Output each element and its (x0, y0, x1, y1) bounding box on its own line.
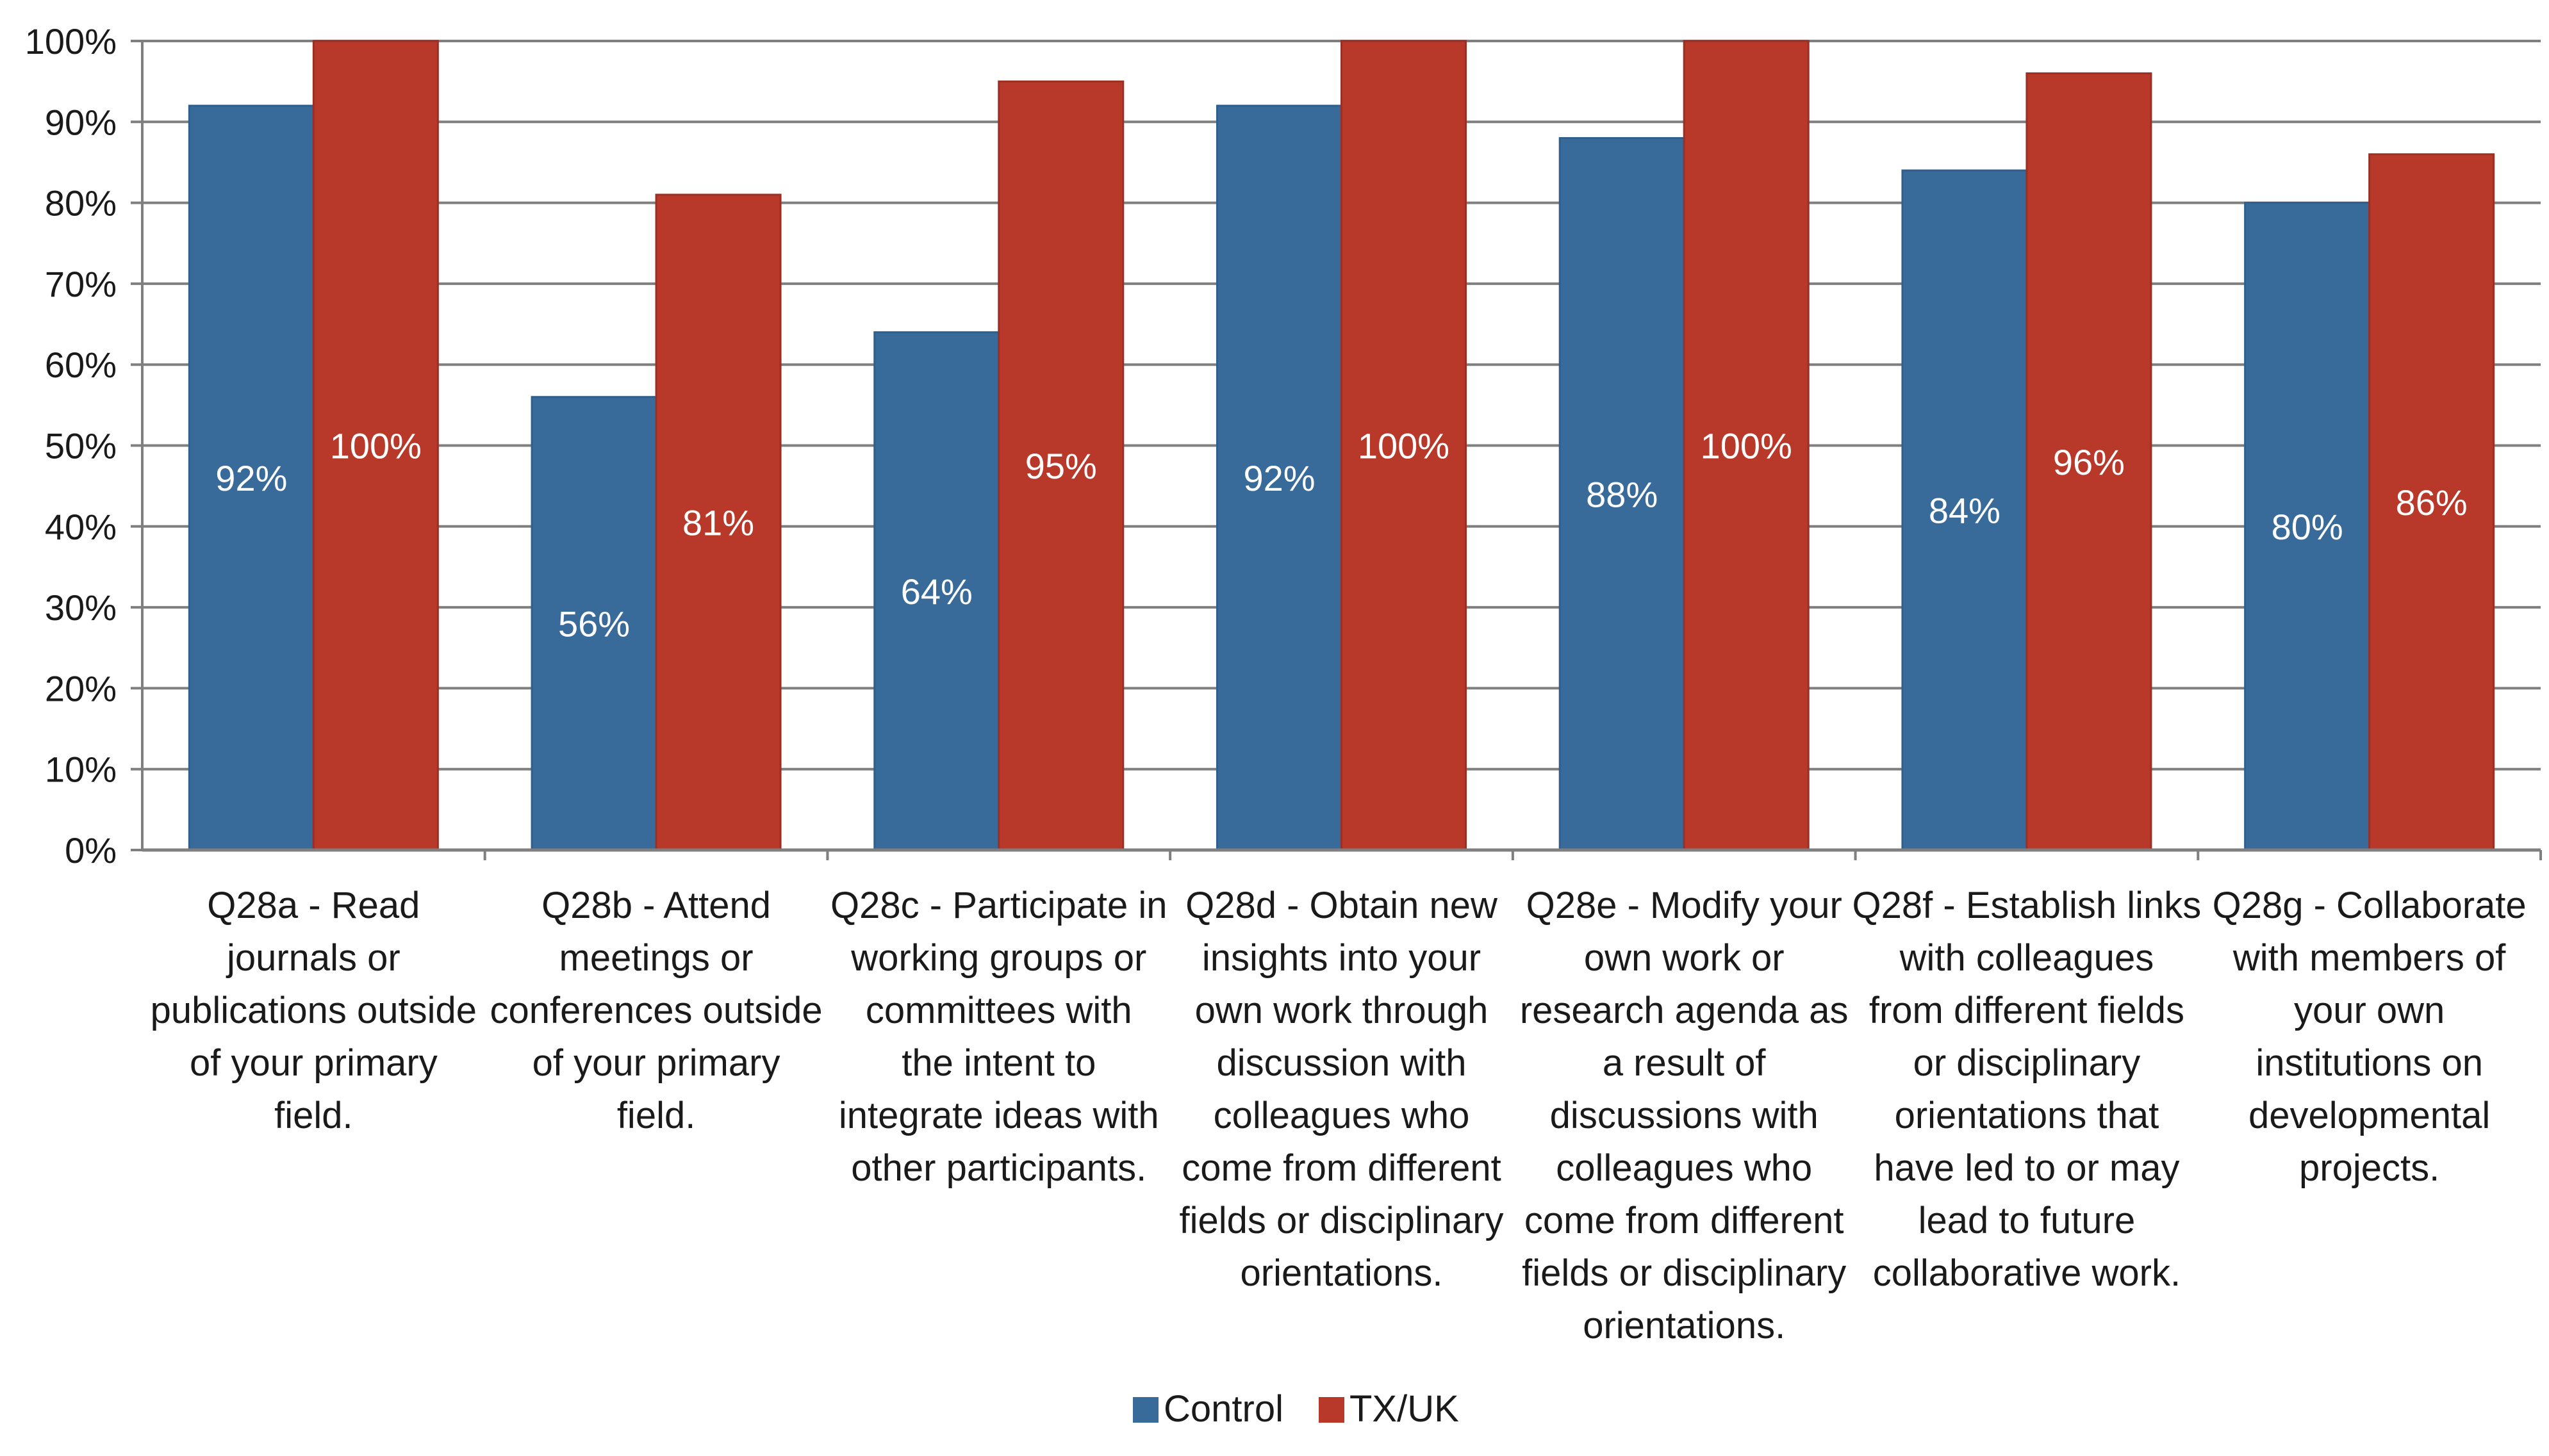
bar-tx-uk (1340, 40, 1467, 851)
bar-control (2244, 202, 2371, 851)
data-labels: 92% 100% 56% 81% 64% 95% 92% 100% 88% 100% 84% 96% 8… (215, 426, 2467, 644)
y-tick-label: 50% (45, 426, 117, 466)
category-label: a result of (1603, 1042, 1767, 1084)
legend: Control TX/UK (1133, 1388, 1459, 1430)
category-label: field. (274, 1095, 353, 1136)
bars (188, 40, 2495, 851)
bar-tx-uk (2025, 72, 2152, 851)
y-tick-label: 10% (45, 749, 117, 790)
category-label: Q28f - Establish links (1852, 885, 2202, 926)
category-label: integrate ideas with (839, 1095, 1159, 1136)
category-label: conferences outside (490, 990, 823, 1031)
data-label: 56% (558, 603, 630, 644)
category-label: own work through (1195, 990, 1489, 1031)
category-label: have led to or may (1874, 1147, 2179, 1189)
category-label: meetings or (559, 937, 754, 979)
category-label: with colleagues (1899, 937, 2154, 979)
data-label: 92% (1243, 458, 1315, 498)
data-label: 100% (330, 426, 422, 466)
data-label: 100% (1358, 426, 1449, 466)
data-label: 81% (682, 502, 754, 543)
category-label: come from different (1182, 1147, 1501, 1189)
y-tick-label: 60% (45, 345, 117, 385)
y-tick-label: 0% (65, 830, 117, 871)
bar-control (873, 331, 1000, 851)
data-label: 84% (1929, 491, 2000, 531)
category-label: or disciplinary (1913, 1042, 2141, 1084)
category-label: projects. (2299, 1147, 2439, 1189)
category-label: research agenda as (1520, 990, 1849, 1031)
y-tick-label: 100% (25, 21, 117, 61)
y-tick-label: 20% (45, 668, 117, 708)
category-label: developmental (2248, 1095, 2490, 1136)
category-label: discussion with (1216, 1042, 1466, 1084)
bar-tx-uk (2368, 153, 2495, 851)
category-label: orientations. (1583, 1305, 1785, 1346)
bar-tx-uk (998, 80, 1125, 851)
category-label: colleagues who (1214, 1095, 1470, 1136)
category-label: the intent to (902, 1042, 1096, 1084)
category-label: publications outside (151, 990, 477, 1031)
category-label: collaborative work. (1873, 1252, 2181, 1294)
y-tick-label: 30% (45, 587, 117, 628)
category-label: own work or (1584, 937, 1785, 979)
bar-tx-uk (1683, 40, 1810, 851)
category-label: of your primary (532, 1042, 780, 1084)
legend-swatch (1319, 1397, 1344, 1423)
axes: 0% 10% 20% 30% 40% 50% 60% 70% 80% 90% 100% Q28a - … (25, 21, 2542, 1346)
bar-tx-uk (312, 40, 439, 851)
category-label: fields or disciplinary (1522, 1252, 1846, 1294)
legend-label: TX/UK (1349, 1388, 1459, 1430)
y-tick-label: 90% (45, 102, 117, 142)
data-label: 80% (2272, 507, 2343, 547)
category-label: lead to future (1918, 1200, 2136, 1241)
bar-control (1901, 169, 2028, 851)
category-label: Q28a - Read (207, 885, 420, 926)
y-tick-label: 40% (45, 507, 117, 547)
category-label: of your primary (190, 1042, 438, 1084)
category-label: Q28g - Collaborate (2213, 885, 2527, 926)
category-label: Q28d - Obtain new (1185, 885, 1498, 926)
data-label: 64% (901, 571, 973, 612)
data-label: 95% (1025, 446, 1097, 486)
category-label: fields or disciplinary (1179, 1200, 1503, 1241)
data-label: 100% (1701, 426, 1792, 466)
bar-control (1216, 104, 1342, 851)
y-tick-label: 70% (45, 264, 117, 304)
category-label: come from different (1524, 1200, 1844, 1241)
category-label: from different fields (1869, 990, 2184, 1031)
bar-control (1558, 137, 1685, 851)
category-label: discussions with (1550, 1095, 1819, 1136)
category-label: other participants. (851, 1147, 1146, 1189)
data-label: 96% (2053, 442, 2125, 482)
category-label: institutions on (2256, 1042, 2483, 1084)
category-label: insights into your (1202, 937, 1481, 979)
y-tick-label: 80% (45, 183, 117, 224)
category-label: journals or (226, 937, 400, 979)
bar-tx-uk (655, 193, 782, 851)
category-label: working groups or (850, 937, 1146, 979)
legend-swatch (1133, 1397, 1159, 1423)
category-label: with members of (2232, 937, 2506, 979)
category-label: Q28e - Modify your (1526, 885, 1842, 926)
category-label: your own (2294, 990, 2445, 1031)
category-label: orientations that (1895, 1095, 2159, 1136)
data-label: 86% (2396, 482, 2468, 523)
category-label: orientations. (1241, 1252, 1443, 1294)
legend-label: Control (1164, 1388, 1283, 1430)
category-label: committees with (866, 990, 1132, 1031)
category-label: Q28b - Attend (541, 885, 771, 926)
data-label: 92% (215, 458, 287, 498)
category-label: Q28c - Participate in (830, 885, 1167, 926)
data-label: 88% (1586, 474, 1658, 514)
category-label: colleagues who (1556, 1147, 1812, 1189)
category-label: field. (617, 1095, 696, 1136)
